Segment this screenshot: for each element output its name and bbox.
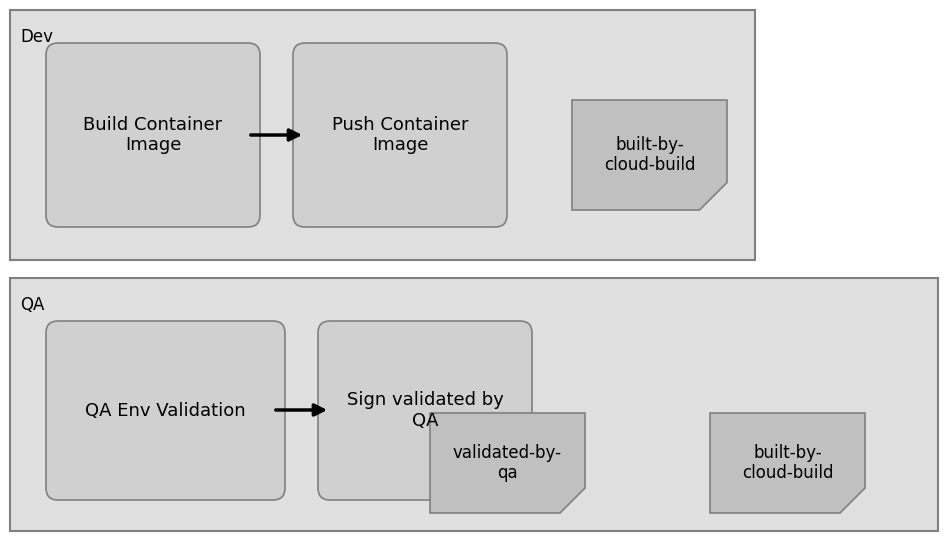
Text: Build Container
Image: Build Container Image <box>83 116 223 154</box>
Text: QA: QA <box>20 296 45 314</box>
Polygon shape <box>430 413 585 513</box>
Polygon shape <box>572 100 727 210</box>
Text: Dev: Dev <box>20 28 53 46</box>
FancyBboxPatch shape <box>10 278 938 531</box>
FancyBboxPatch shape <box>10 10 755 260</box>
Text: validated-by-
qa: validated-by- qa <box>453 444 562 483</box>
Text: Sign validated by
QA: Sign validated by QA <box>347 391 503 430</box>
FancyBboxPatch shape <box>293 43 507 227</box>
FancyBboxPatch shape <box>46 321 285 500</box>
Text: Push Container
Image: Push Container Image <box>332 116 468 154</box>
Text: QA Env Validation: QA Env Validation <box>85 401 246 419</box>
Text: built-by-
cloud-build: built-by- cloud-build <box>741 444 833 483</box>
Polygon shape <box>710 413 865 513</box>
Text: built-by-
cloud-build: built-by- cloud-build <box>604 136 695 174</box>
FancyBboxPatch shape <box>318 321 532 500</box>
FancyBboxPatch shape <box>46 43 260 227</box>
